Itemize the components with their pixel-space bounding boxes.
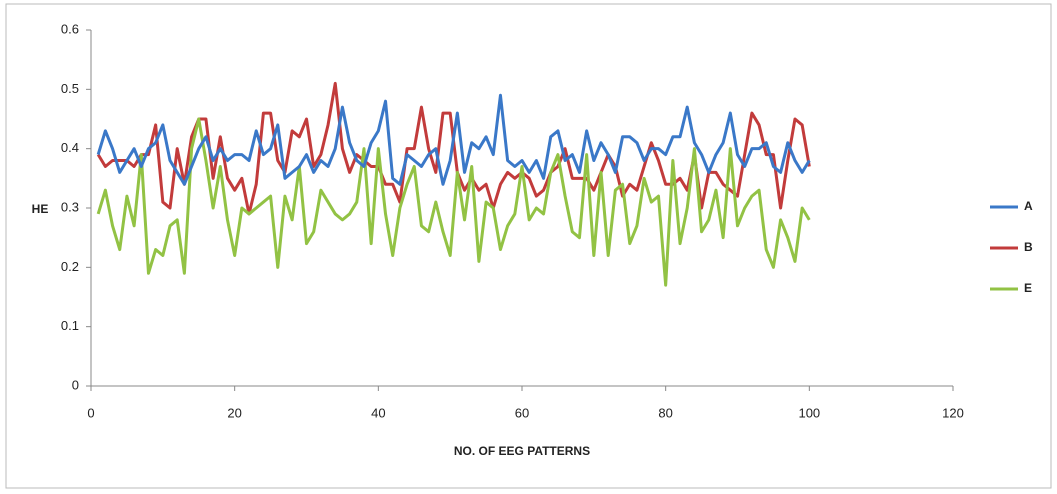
x-axis-label: NO. OF EEG PATTERNS bbox=[454, 444, 590, 458]
y-axis-label: HE bbox=[32, 202, 49, 216]
legend-label: E bbox=[1024, 281, 1032, 295]
legend-label: A bbox=[1024, 199, 1033, 213]
x-tick-label: 40 bbox=[371, 405, 385, 420]
y-tick-label: 0.4 bbox=[61, 140, 79, 155]
y-tick-label: 0.1 bbox=[61, 318, 79, 333]
data-line bbox=[96, 117, 811, 287]
y-tick-label: 0.2 bbox=[61, 259, 79, 274]
y-tick-label: 0.6 bbox=[61, 21, 79, 36]
x-tick-label: 120 bbox=[942, 405, 964, 420]
y-tick-label: 0.5 bbox=[61, 81, 79, 96]
x-tick-label: 20 bbox=[227, 405, 241, 420]
y-tick-label: 0 bbox=[72, 377, 79, 392]
x-tick-label: 0 bbox=[87, 405, 94, 420]
legend-label: B bbox=[1024, 240, 1033, 254]
data-line bbox=[96, 93, 811, 186]
x-tick-label: 80 bbox=[658, 405, 672, 420]
y-tick-label: 0.3 bbox=[61, 199, 79, 214]
x-tick-label: 100 bbox=[798, 405, 820, 420]
x-tick-label: 60 bbox=[515, 405, 529, 420]
